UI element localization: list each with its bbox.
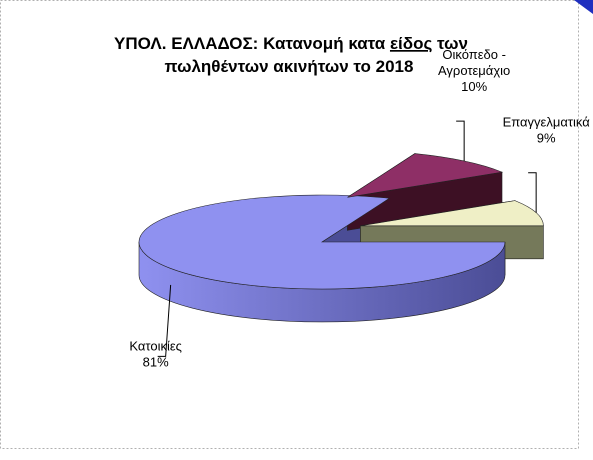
- pie-slice-1: [347, 153, 504, 198]
- chart-title-line2: πωληθέντων ακινήτων το 2018: [165, 57, 414, 76]
- slice-0-label-line-0: Κατοικίες: [129, 338, 182, 353]
- slice-2-label-line-1: 9%: [537, 131, 556, 146]
- title-text-b: των: [432, 34, 468, 53]
- pie-slices: [138, 153, 544, 323]
- slice-1-leader-line: [456, 120, 465, 162]
- title-text-underlined: είδος: [390, 34, 432, 53]
- chart-title-line1: ΥΠΟΛ. ΕΛΛΑΔΟΣ: Κατανομή κατα είδος των: [114, 34, 468, 53]
- pie-slice-0: [138, 194, 506, 290]
- slice-1-label-line-1: Αγροτεμάχιο: [438, 63, 510, 78]
- slice-2-label-line-0: Επαγγελματικά: [503, 115, 591, 130]
- title-text-a: ΥΠΟΛ. ΕΛΛΑΔΟΣ: Κατανομή κατα: [114, 34, 390, 53]
- slice-1-label-line-2: 10%: [461, 79, 487, 94]
- slice-0-leader-line: [157, 284, 172, 357]
- slice-0-label-line-1: 81%: [143, 354, 169, 369]
- slice-1-label-line-0: Οικόπεδο -: [442, 47, 506, 62]
- pie-slice-2: [360, 200, 544, 227]
- corner-marker-icon: [574, 0, 593, 14]
- slice-2-leader-line: [528, 172, 537, 213]
